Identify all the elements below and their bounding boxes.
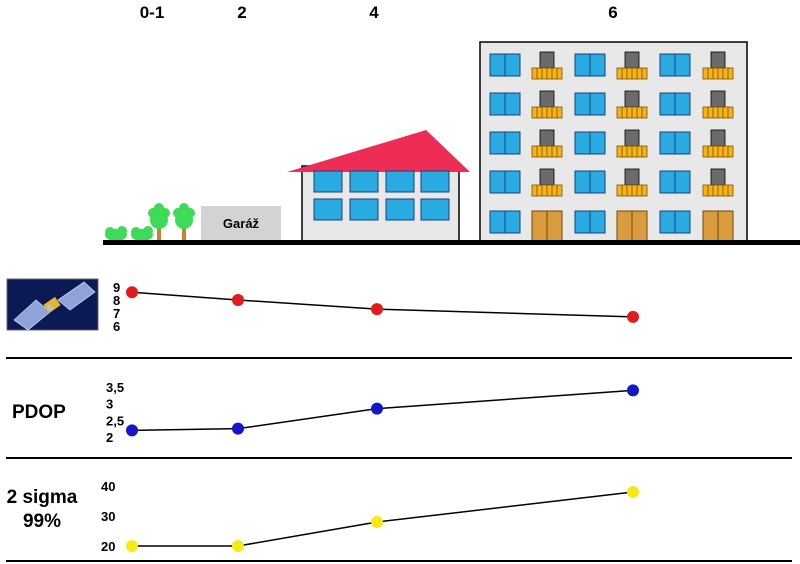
bush-icon	[131, 226, 153, 241]
data-point	[371, 303, 383, 316]
satellite-icon	[6, 278, 99, 331]
column-label-0-1: 0-1	[140, 3, 165, 22]
balcony	[702, 129, 734, 158]
garage: Garáž	[201, 206, 281, 240]
column-label-4: 4	[369, 3, 379, 22]
y-tick-label: 8	[113, 293, 120, 308]
data-point	[126, 424, 138, 437]
apartment-block	[479, 41, 748, 242]
y-tick-label: 2	[106, 430, 113, 445]
data-point	[627, 310, 639, 323]
garage-label: Garáž	[223, 216, 260, 231]
data-point	[371, 402, 383, 415]
balcony	[616, 168, 648, 197]
balcony	[702, 90, 734, 119]
y-tick-label: 3,5	[106, 380, 124, 395]
balcony	[531, 51, 563, 80]
data-point	[232, 540, 244, 552]
column-label-6: 6	[608, 3, 617, 22]
tree-icon	[148, 203, 170, 240]
column-label-2: 2	[237, 3, 246, 22]
balcony	[531, 90, 563, 119]
tree-icon	[173, 203, 195, 240]
y-tick-label: 3	[106, 397, 113, 412]
y-tick-label: 30	[101, 509, 115, 524]
sigma-title-line-1: 2 sigma	[7, 487, 78, 508]
balcony	[616, 51, 648, 80]
data-point	[126, 540, 138, 552]
data-point	[627, 486, 639, 498]
y-tick-label: 40	[101, 479, 115, 494]
balcony	[616, 90, 648, 119]
series-line	[131, 389, 634, 432]
house	[287, 130, 470, 242]
balcony	[616, 129, 648, 158]
y-tick-label: 9	[113, 280, 120, 295]
chart-panel-3: 40 30 20	[101, 479, 639, 554]
house-windows	[313, 170, 450, 221]
y-tick-label: 7	[113, 306, 120, 321]
y-tick-label: 2,5	[106, 413, 124, 428]
series-line	[132, 491, 634, 547]
balcony	[702, 168, 734, 197]
bush-icon	[105, 226, 127, 241]
balcony	[531, 168, 563, 197]
vegetation	[105, 203, 195, 241]
balcony	[531, 129, 563, 158]
y-tick-label: 6	[113, 319, 120, 334]
balcony	[702, 51, 734, 80]
data-point	[627, 384, 639, 397]
data-point	[371, 516, 383, 528]
data-point	[126, 286, 138, 299]
sigma-title-line-2: 99%	[23, 511, 61, 532]
roof	[287, 130, 470, 172]
data-point	[232, 422, 244, 435]
y-tick-label: 20	[101, 539, 115, 554]
apartment-facade	[489, 51, 734, 242]
data-point	[232, 294, 244, 306]
series-line	[131, 291, 634, 318]
ground-line	[103, 240, 800, 245]
column-headings: 0-1 2 4 6	[140, 3, 618, 22]
chart-panel-2: 3,5 32,5 2	[106, 380, 639, 445]
pdop-title: PDOP	[12, 402, 66, 423]
